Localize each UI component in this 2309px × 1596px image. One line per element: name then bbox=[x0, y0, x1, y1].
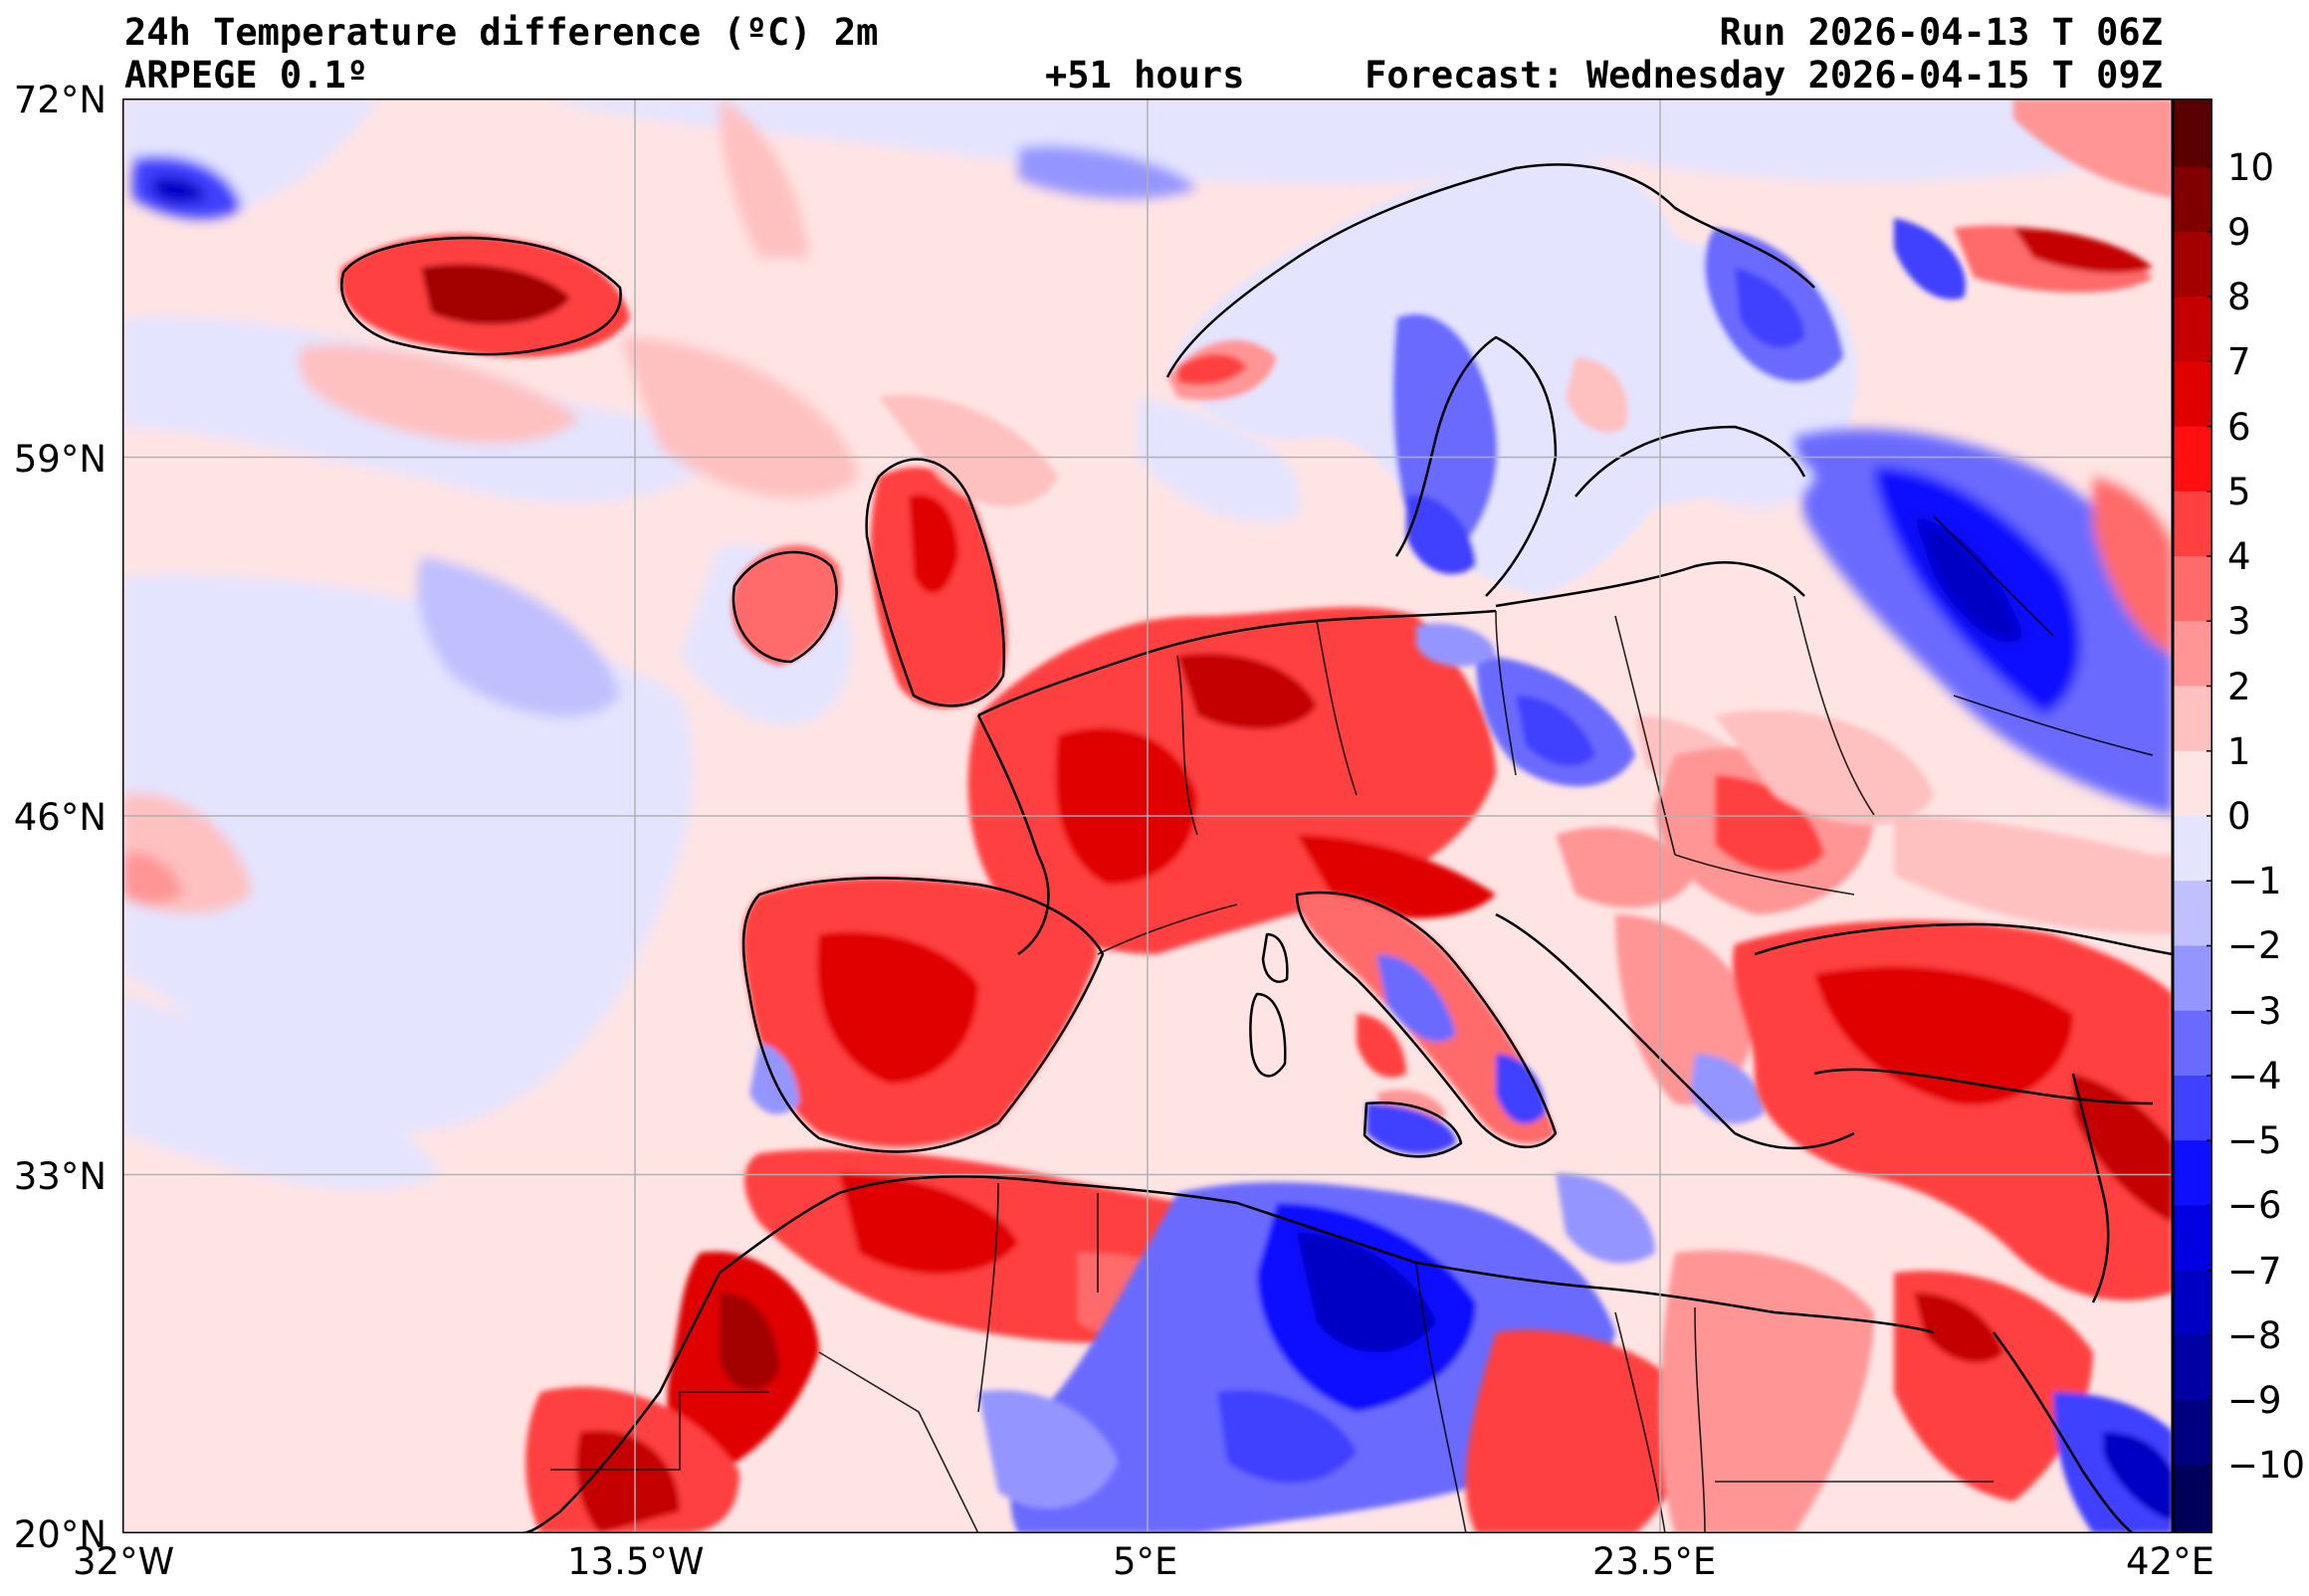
colorbar-label: 2 bbox=[2227, 665, 2251, 708]
iberia-coast bbox=[741, 877, 1105, 1153]
lon-tick-13-5w: 13.5°W bbox=[567, 1540, 705, 1583]
colorbar-bin bbox=[2173, 361, 2212, 428]
colorbar-bin bbox=[2173, 881, 2212, 946]
coastlines bbox=[340, 163, 2173, 1533]
britain-coast bbox=[865, 458, 1005, 707]
lat-tick-72: 72°N bbox=[13, 79, 106, 121]
colorbar-label: 4 bbox=[2227, 535, 2251, 578]
lead-time: +51 hours bbox=[1045, 54, 1245, 97]
run-time: Run 2026-04-13 T 06Z bbox=[1719, 11, 2163, 54]
colorbar-label: −2 bbox=[2227, 924, 2282, 968]
libya-egypt-warm bbox=[1465, 1250, 2173, 1533]
colorbar-bin bbox=[2173, 945, 2212, 1012]
lat-tick-33: 33°N bbox=[13, 1155, 106, 1198]
colorbar-label: −6 bbox=[2227, 1184, 2282, 1228]
country-borders bbox=[550, 515, 2154, 1533]
lon-tick-5e: 5°E bbox=[1113, 1540, 1178, 1583]
temperature-difference-map bbox=[122, 99, 2173, 1533]
colorbar-bin bbox=[2173, 491, 2212, 557]
colorbar-bin bbox=[2173, 166, 2212, 233]
lat-tick-46: 46°N bbox=[13, 796, 106, 839]
colorbar-label: 10 bbox=[2227, 145, 2275, 189]
british-isles-warm bbox=[732, 395, 1058, 708]
italy bbox=[1297, 893, 1556, 1154]
colorbar-bin bbox=[2173, 1270, 2212, 1336]
lon-tick-23-5e: 23.5°E bbox=[1592, 1540, 1717, 1583]
forecast-time: Forecast: Wednesday 2026-04-15 T 09Z bbox=[1364, 54, 2163, 97]
colorbar-label: −10 bbox=[2227, 1444, 2306, 1488]
iberia-warm bbox=[742, 878, 1098, 1147]
colorbar-label: 6 bbox=[2227, 405, 2251, 449]
corsica-coast bbox=[1261, 932, 1289, 983]
colorbar-label: 0 bbox=[2227, 795, 2251, 838]
colorbar-label: −3 bbox=[2227, 989, 2282, 1033]
colorbar-label: 7 bbox=[2227, 340, 2251, 384]
colorbar-label: 5 bbox=[2227, 470, 2251, 513]
colorbar-label: −5 bbox=[2227, 1119, 2282, 1163]
iceland-coast bbox=[340, 236, 622, 356]
colorbar-bin bbox=[2173, 297, 2212, 362]
ireland-coast bbox=[732, 550, 838, 664]
colorbar-bin bbox=[2173, 621, 2212, 688]
turkey-warm bbox=[1732, 815, 2173, 1300]
colorbar-label: −4 bbox=[2227, 1054, 2282, 1097]
colorbar-bin bbox=[2173, 556, 2212, 622]
colorbar-label: 8 bbox=[2227, 276, 2251, 318]
colorbar-bin bbox=[2173, 1140, 2212, 1206]
colorbar-label: 9 bbox=[2227, 210, 2251, 254]
colorbar-bin bbox=[2173, 1465, 2212, 1533]
colorbar-label: 1 bbox=[2227, 729, 2251, 773]
balkans-coast bbox=[1495, 912, 1855, 1150]
finland-coast bbox=[1574, 425, 1806, 498]
colorbar-bin bbox=[2173, 231, 2212, 298]
graticule bbox=[122, 99, 2173, 1533]
colorbar-label: −1 bbox=[2227, 860, 2282, 903]
west-europe-coast bbox=[976, 609, 1497, 956]
colorbar-bin bbox=[2173, 99, 2212, 168]
lat-tick-20: 20°N bbox=[13, 1513, 106, 1556]
north-africa-coast bbox=[719, 1175, 1935, 1334]
colorbar-bin bbox=[2173, 686, 2212, 752]
scandinavia bbox=[1167, 99, 2173, 596]
lon-tick-42e: 42°E bbox=[2126, 1540, 2214, 1583]
turkey-coast bbox=[1754, 922, 2173, 1105]
colorbar-bin bbox=[2173, 1334, 2212, 1401]
lon-tick-32w: 32°W bbox=[73, 1540, 175, 1583]
balkans bbox=[1615, 709, 1934, 1124]
lat-tick-59: 59°N bbox=[13, 438, 106, 481]
italy-coast bbox=[1295, 891, 1558, 1149]
baltic-coast bbox=[1495, 561, 1805, 608]
colorbar-label: −9 bbox=[2227, 1379, 2282, 1423]
colorbar-bin bbox=[2173, 816, 2212, 882]
colorbar-bin bbox=[2173, 1205, 2212, 1272]
scandinavia-coast bbox=[1165, 163, 1815, 597]
northern-cool-areas bbox=[540, 99, 2173, 522]
map-title: 24h Temperature difference (ºC) 2m bbox=[124, 11, 879, 54]
levant-coast bbox=[2071, 1073, 2110, 1303]
sardinia-coast bbox=[1249, 992, 1287, 1078]
colorbar-bin bbox=[2173, 750, 2212, 817]
atlantic-africa-coast bbox=[520, 1272, 722, 1533]
sicily-coast bbox=[1363, 1100, 1463, 1158]
iceland-warm bbox=[339, 234, 630, 357]
colorbar-label: −7 bbox=[2227, 1249, 2282, 1293]
colorbar-bin bbox=[2173, 1010, 2212, 1077]
colorbar-bin bbox=[2173, 426, 2212, 493]
model-name: ARPEGE 0.1º bbox=[124, 54, 369, 97]
colorbar-label: −8 bbox=[2227, 1313, 2282, 1357]
red-sea-coast bbox=[1992, 1331, 2134, 1533]
eastern-europe-cold-band bbox=[1675, 425, 2173, 815]
colorbar bbox=[2173, 99, 2212, 1533]
colorbar-label: 3 bbox=[2227, 600, 2251, 644]
colorbar-bin bbox=[2173, 1075, 2212, 1141]
colorbar-bin bbox=[2173, 1400, 2212, 1466]
map-border bbox=[122, 99, 2173, 1533]
